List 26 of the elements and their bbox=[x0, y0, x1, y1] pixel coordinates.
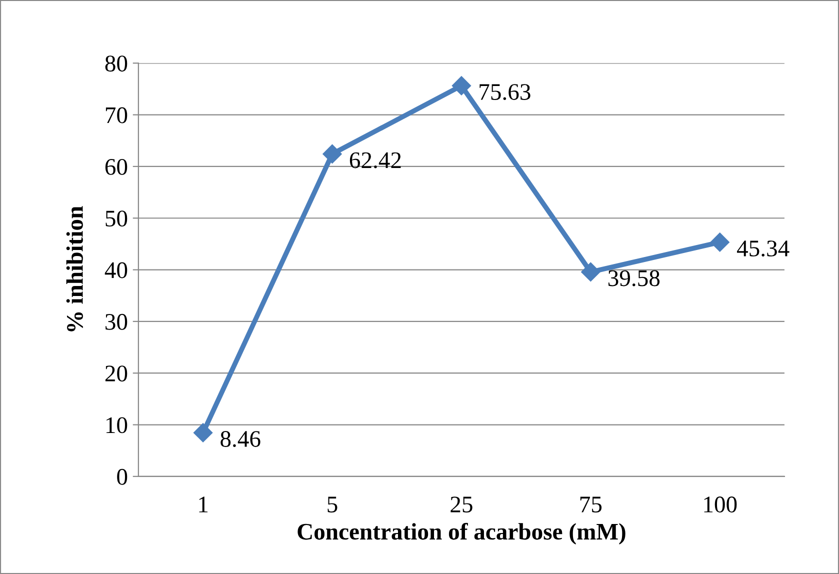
x-tick-label: 100 bbox=[704, 496, 737, 512]
x-tick-label: 5 bbox=[328, 496, 338, 512]
data-label: 75.63 bbox=[480, 84, 530, 100]
point bbox=[194, 423, 213, 442]
y-tick-label: 0 bbox=[117, 468, 128, 485]
x-tick-label: 25 bbox=[450, 496, 472, 512]
y-tick-label: 60 bbox=[105, 158, 128, 175]
point bbox=[710, 232, 730, 252]
x-axis-title: Concentration of acarbose (mM) bbox=[298, 522, 626, 544]
y-tick-label: 80 bbox=[105, 56, 128, 72]
x-tick-label: 1 bbox=[199, 496, 208, 512]
data-label: 39.58 bbox=[608, 270, 660, 286]
y-tick-label: 40 bbox=[104, 262, 128, 278]
point bbox=[452, 76, 471, 96]
data-label: 62.42 bbox=[350, 152, 401, 168]
x-tick-label: 75 bbox=[580, 496, 602, 512]
y-tick-label: 10 bbox=[106, 417, 128, 434]
data-label: 8.46 bbox=[220, 431, 260, 448]
y-axis-title: % inhibition bbox=[66, 206, 84, 332]
y-tick-label: 70 bbox=[106, 107, 128, 124]
y-tick-label: 20 bbox=[105, 366, 128, 382]
y-tick-label: 50 bbox=[106, 210, 128, 227]
point bbox=[322, 144, 342, 164]
y-tick-label: 30 bbox=[106, 314, 128, 330]
data-label: 45.34 bbox=[736, 240, 790, 257]
point bbox=[581, 262, 600, 282]
